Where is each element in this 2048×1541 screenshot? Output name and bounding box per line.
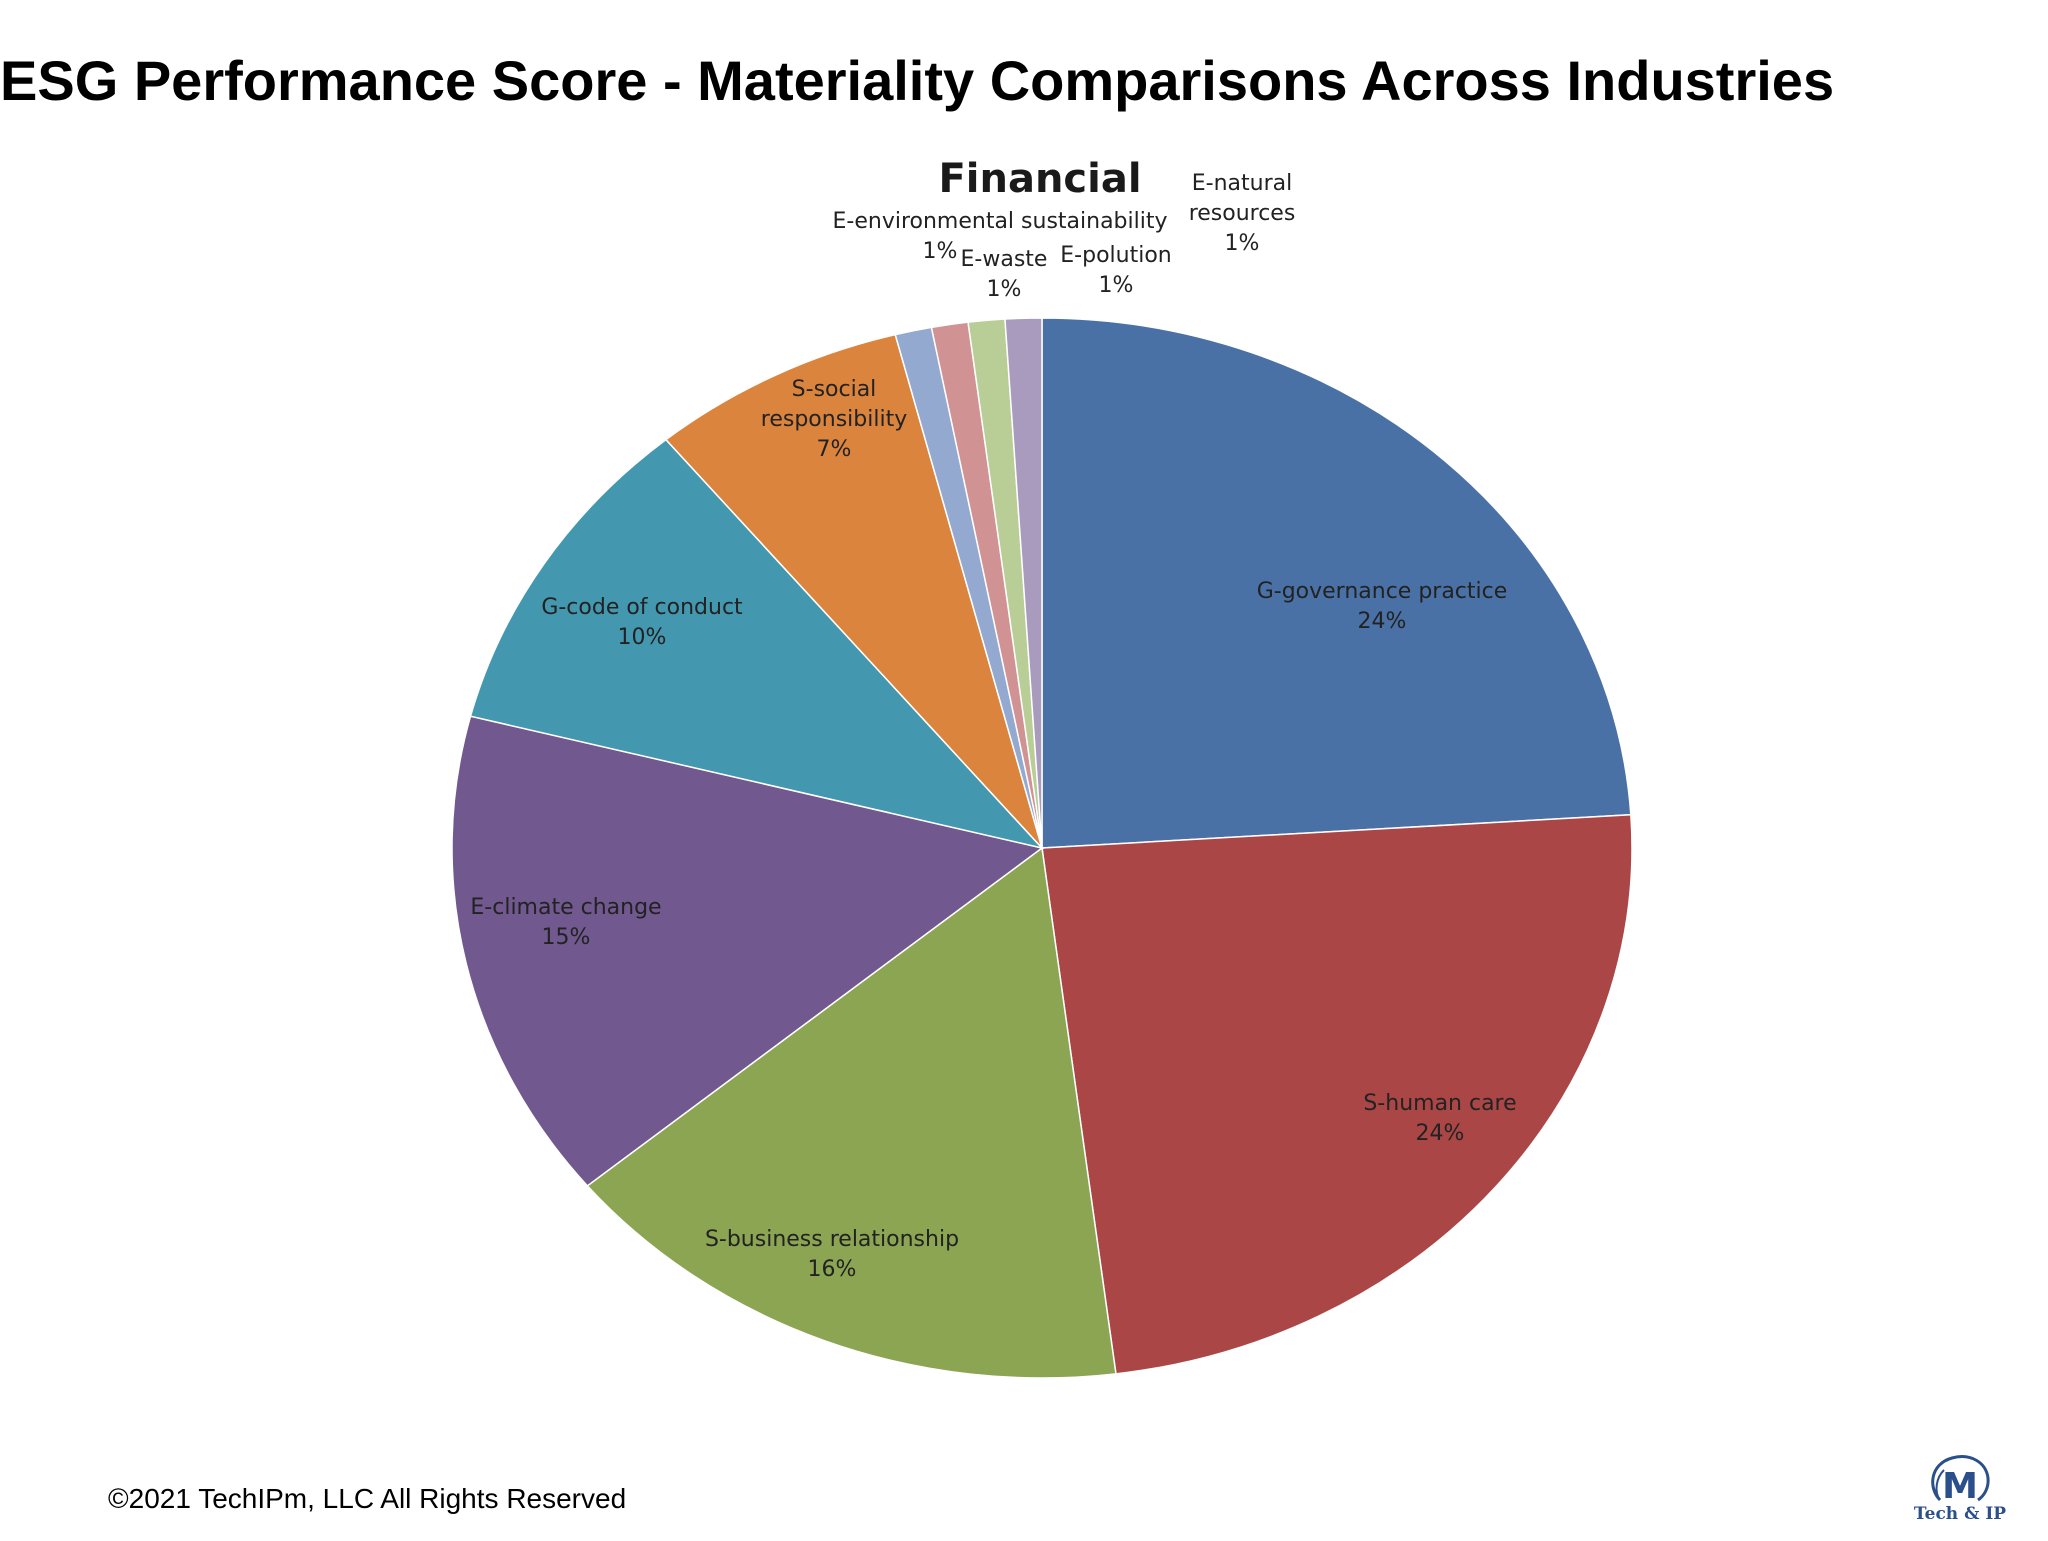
logo-letter: M bbox=[1942, 1466, 1978, 1507]
slice-percent-e-climate-change: 15% bbox=[542, 925, 591, 950]
slide-title: ESG Performance Score - Materiality Comp… bbox=[0, 49, 1835, 112]
slice-label-e-natural-resources: E-natural resources 1% bbox=[1189, 171, 1296, 256]
pie-slice-s-business-relationship bbox=[586, 846, 1117, 1379]
slice-label-e-environmental-sustainability: E-environmental sustainability 1% bbox=[833, 209, 1168, 264]
slice-label-e-waste: E-waste 1% bbox=[961, 247, 1048, 302]
pie-slice-s-social-responsibility bbox=[664, 333, 1043, 849]
pie-labels: G-governance practice 24% S-human care 24% S… bbox=[470, 171, 1516, 1282]
slice-label-e-polution: E-polution 1% bbox=[1060, 243, 1171, 298]
chart-title: Financial bbox=[938, 156, 1141, 202]
pie-slice-s-human-care bbox=[1041, 813, 1633, 1375]
slice-label-s-human-care: S-human care 24% bbox=[1363, 1091, 1516, 1146]
slice-percent-g-governance-practice: 24% bbox=[1358, 609, 1407, 634]
slice-percent-s-social-responsibility: 7% bbox=[817, 437, 852, 462]
slice-label-s-social-responsibility: S-social responsibility 7% bbox=[761, 377, 907, 462]
pie-slice-e-natural-resources bbox=[1004, 317, 1043, 849]
pie-slice-e-climate-change bbox=[451, 715, 1044, 1187]
logo-text: Tech & IP bbox=[1913, 1504, 2007, 1524]
pie-slice-g-code-of-conduct bbox=[469, 438, 1045, 850]
slice-percent-s-human-care: 24% bbox=[1416, 1121, 1465, 1146]
slice-percent-e-natural-resources: 1% bbox=[1225, 231, 1260, 256]
slice-label-s-business-relationship: S-business relationship 16% bbox=[705, 1227, 959, 1282]
techip-logo: M Tech & IP bbox=[1900, 1448, 2020, 1528]
slice-percent-g-code-of-conduct: 10% bbox=[618, 625, 667, 650]
logo-icon: M bbox=[1931, 1455, 1990, 1507]
slice-percent-s-business-relationship: 16% bbox=[808, 1257, 857, 1282]
slice-percent-e-waste: 1% bbox=[987, 277, 1022, 302]
pie-slice-g-governance-practice bbox=[1041, 317, 1632, 849]
copyright-footer: ©2021 TechIPm, LLC All Rights Reserved bbox=[108, 1483, 627, 1514]
pie-slices bbox=[451, 317, 1633, 1379]
slice-label-g-code-of-conduct: G-code of conduct 10% bbox=[541, 595, 743, 650]
slice-percent-e-polution: 1% bbox=[1099, 273, 1134, 298]
slice-label-g-governance-practice: G-governance practice 24% bbox=[1257, 579, 1508, 634]
slice-label-e-climate-change: E-climate change 15% bbox=[470, 895, 661, 950]
slice-percent-e-environmental-sustainability: 1% bbox=[923, 239, 958, 264]
